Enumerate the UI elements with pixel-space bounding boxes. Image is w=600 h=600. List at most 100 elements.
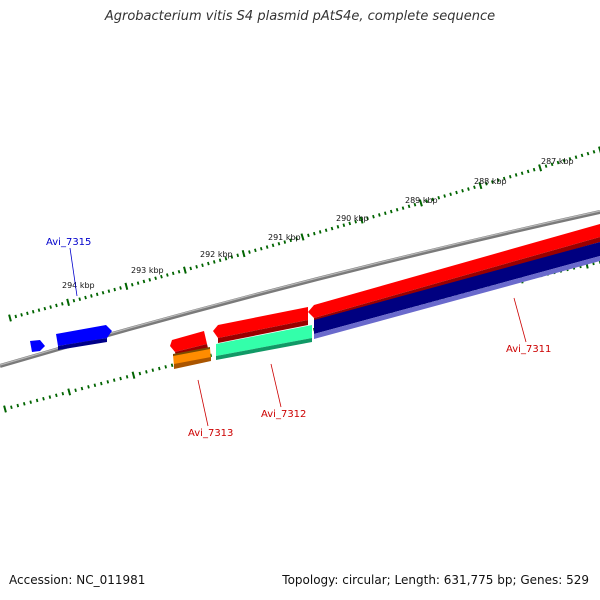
gene-label-avi-7313[interactable]: Avi_7313 <box>188 428 233 439</box>
outer-track-minor-tick <box>277 241 281 246</box>
outer-track-major-tick <box>538 164 543 172</box>
topology-summary-text: Topology: circular; Length: 631,775 bp; … <box>282 573 589 587</box>
outer-track-minor-tick <box>166 273 169 277</box>
outer-track-major-tick <box>241 250 246 258</box>
outer-track-minor-tick <box>265 245 269 249</box>
gene-avi-7312-bar-shadow <box>216 338 312 360</box>
navy-gene-bar[interactable] <box>314 242 600 334</box>
gene-avi-7311-arrow[interactable] <box>308 224 600 318</box>
outer-track-minor-tick <box>195 265 198 269</box>
orange-gene-bar-top <box>173 347 210 356</box>
outer-track-minor-tick <box>348 221 352 226</box>
tick-label-294: 294 kbp <box>62 281 95 290</box>
blue-features <box>30 325 112 352</box>
inner-track-minor-tick <box>106 380 110 384</box>
inner-track-minor-tick <box>145 370 148 374</box>
outer-track-minor-tick <box>485 181 488 186</box>
outer-track-minor-tick <box>580 153 584 158</box>
inner-track-minor-tick <box>22 402 26 406</box>
outer-track-minor-tick <box>171 271 175 276</box>
outer-track-minor-tick <box>330 226 334 231</box>
outer-track-minor-tick <box>324 228 328 233</box>
gene-labels: Avi_7315 Avi_7313 Avi_7312 Avi_7311 <box>46 237 551 439</box>
outer-track-minor-tick <box>336 225 340 229</box>
inner-track-major-tick <box>3 405 7 413</box>
outer-track-minor-tick <box>342 223 346 227</box>
outer-track-minor-tick <box>254 248 257 253</box>
outer-track-major-tick <box>359 216 364 224</box>
outer-track-minor-tick <box>289 238 292 243</box>
outer-track-minor-tick <box>455 190 458 195</box>
gene-avi-7312-fwd-arrow[interactable] <box>213 307 308 338</box>
inner-track-major-tick <box>67 388 72 396</box>
inner-track-minor-tick <box>74 388 77 393</box>
outer-track-minor-tick <box>389 209 393 214</box>
gene-avi-7313-arrow[interactable] <box>170 331 207 352</box>
outer-track-minor-tick <box>562 158 566 163</box>
outer-track-minor-tick <box>37 308 41 312</box>
scale-labels: 287 kbp 288 kbp 289 kbp 290 kbp 291 kbp … <box>62 157 574 290</box>
outer-track-minor-tick <box>508 174 512 179</box>
outer-track-minor-tick <box>574 155 578 159</box>
avi-7315-leader-line <box>69 247 78 297</box>
inner-track-minor-tick <box>87 385 90 389</box>
outer-track-minor-tick <box>384 211 387 216</box>
outer-track-minor-tick <box>142 279 146 284</box>
inner-track-minor-tick <box>93 383 97 388</box>
inner-track-minor-tick <box>55 393 58 398</box>
outer-track-minor-tick <box>437 195 441 200</box>
outer-track-minor-tick <box>295 236 298 241</box>
inner-track-minor-tick <box>138 371 142 376</box>
inner-track-minor-tick <box>29 400 32 404</box>
outer-track-minor-tick <box>55 303 58 308</box>
gene-avi-7312-fwd-arrow-shadow <box>218 320 308 343</box>
outer-track-minor-tick <box>502 176 506 181</box>
navy-gene-bar-shadow <box>314 256 600 339</box>
inner-track-minor-tick <box>35 398 39 403</box>
outer-track-minor-tick <box>119 286 122 290</box>
outer-track-minor-tick <box>544 164 548 168</box>
outer-track-minor-tick <box>84 295 87 300</box>
orange-gene-bar[interactable] <box>173 348 211 366</box>
outer-track-major-tick <box>598 146 600 154</box>
outer-track-minor-tick <box>107 289 111 293</box>
outer-track-minor-tick <box>218 258 222 263</box>
outer-track-minor-tick <box>491 180 494 184</box>
gene-avi-7312-bar[interactable] <box>216 325 312 356</box>
outer-track-minor-tick <box>395 208 399 212</box>
outer-track-minor-tick <box>236 253 240 258</box>
outer-track-minor-tick <box>378 213 381 217</box>
outer-track-minor-tick <box>556 160 560 165</box>
outer-track-major-tick <box>418 199 423 207</box>
outer-track-minor-tick <box>26 311 29 316</box>
small-blue-gene-arrow[interactable] <box>30 340 45 352</box>
outer-track-minor-tick <box>568 157 572 161</box>
outer-track-minor-tick <box>160 274 163 279</box>
outer-track-minor-tick <box>230 255 234 259</box>
outer-track-minor-tick <box>425 199 429 203</box>
gene-label-avi-7312[interactable]: Avi_7312 <box>261 409 306 420</box>
outer-track-minor-tick <box>526 169 530 174</box>
gene-label-avi-7315[interactable]: Avi_7315 <box>46 237 91 248</box>
tick-label-289: 289 kbp <box>405 196 438 205</box>
gene-label-avi-7311[interactable]: Avi_7311 <box>506 344 551 355</box>
inner-track-minor-tick <box>119 376 122 381</box>
outer-track-minor-tick <box>532 167 536 172</box>
orange-gene-bar-shadow <box>174 357 211 369</box>
avi-7313-leader-line <box>197 379 209 427</box>
outer-track-minor-tick <box>130 282 134 287</box>
outer-track-minor-tick <box>586 151 590 156</box>
outer-track-minor-tick <box>101 290 105 295</box>
outer-track-minor-tick <box>113 287 116 292</box>
outer-track-minor-tick <box>95 292 99 297</box>
accession-text: Accession: NC_011981 <box>9 573 146 587</box>
outer-track-major-tick <box>8 314 12 322</box>
inner-track-minor-tick <box>100 381 103 386</box>
outer-track-minor-tick <box>14 314 18 319</box>
outer-track-minor-tick <box>520 171 524 175</box>
tick-label-291: 291 kbp <box>268 233 301 242</box>
outer-track-minor-tick <box>407 204 411 209</box>
gene-avi-7315-arrow[interactable] <box>56 325 112 346</box>
tick-label-287: 287 kbp <box>541 157 574 166</box>
outer-track-minor-tick <box>148 278 152 282</box>
